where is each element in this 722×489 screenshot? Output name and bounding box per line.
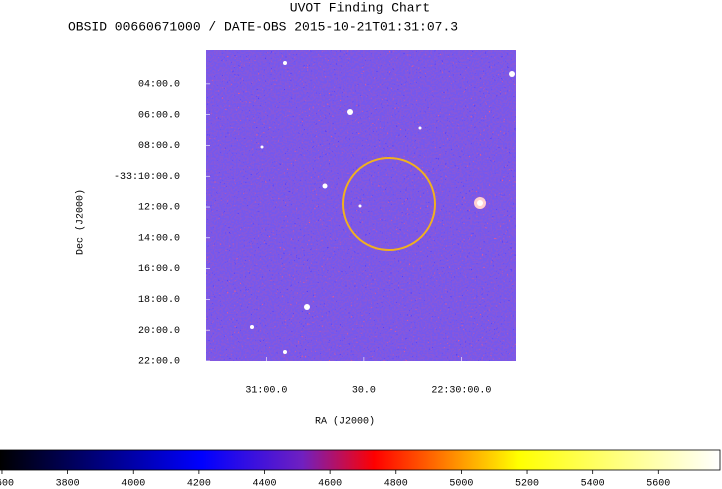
x-tick-label: 31:00.0 xyxy=(245,386,287,397)
sky-image xyxy=(206,50,516,361)
y-tick-label: -33:10:00.0 xyxy=(114,172,180,183)
subtitle: OBSID 00660671000 / DATE-OBS 2015-10-21T… xyxy=(68,19,458,34)
colorbar-tick-label: 3800 xyxy=(56,479,80,489)
colorbar-tick-label: 4200 xyxy=(187,479,211,489)
y-tick-label: 14:00.0 xyxy=(138,233,180,244)
x-tick-label: 22:30:00.0 xyxy=(431,386,491,397)
y-tick-label: 18:00.0 xyxy=(138,295,180,306)
title: UVOT Finding Chart xyxy=(290,0,430,15)
colorbar-tick-label: 4800 xyxy=(384,479,408,489)
colorbar-tick-label: 5200 xyxy=(515,479,539,489)
y-tick-label: 16:00.0 xyxy=(138,264,180,275)
colorbar xyxy=(0,449,721,471)
colorbar-tick-label: 5600 xyxy=(646,479,670,489)
colorbar-tick-label: 4000 xyxy=(121,479,145,489)
stars xyxy=(250,61,515,354)
y-tick-label: 06:00.0 xyxy=(138,110,180,121)
y-tick-label: 12:00.0 xyxy=(138,203,180,214)
colorbar-tick-label: 5400 xyxy=(581,479,605,489)
y-tick-label: 08:00.0 xyxy=(138,141,180,152)
colorbar-tick-label: 4400 xyxy=(252,479,276,489)
source-circle xyxy=(342,157,436,251)
x-axis-label: RA (J2000) xyxy=(315,416,375,428)
y-tick-label: 20:00.0 xyxy=(138,326,180,337)
y-axis-label: Dec (J2000) xyxy=(75,189,87,255)
colorbar-tick-label: 5000 xyxy=(449,479,473,489)
x-tick-label: 30.0 xyxy=(352,386,376,397)
y-tick-label: 22:00.0 xyxy=(138,357,180,368)
y-tick-label: 04:00.0 xyxy=(138,80,180,91)
colorbar-tick-label: 4600 xyxy=(318,479,342,489)
colorbar-tick-label: 3600 xyxy=(0,479,14,489)
